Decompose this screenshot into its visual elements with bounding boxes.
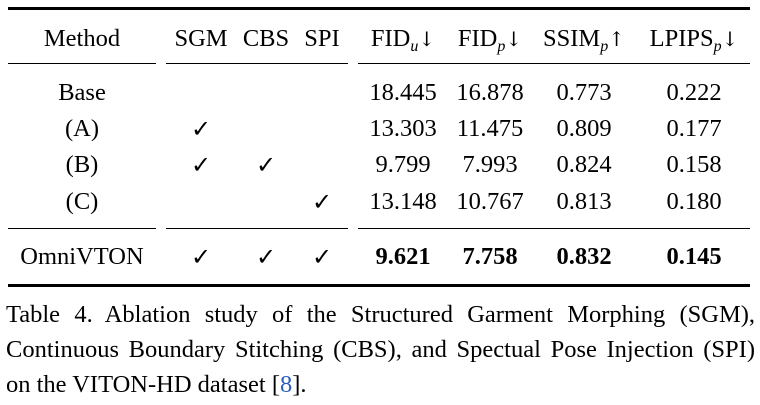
ssim-p-value: 0.809 [556, 115, 612, 142]
header-rule-metrics [358, 63, 750, 65]
method-cell: (B) [65, 151, 99, 178]
cbs-check: ✓ [255, 151, 277, 179]
cbs-check: ✓ [255, 243, 277, 271]
cbs-check [236, 114, 296, 144]
final-rule-modules [166, 228, 348, 230]
final-row: OmniVTON ✓ ✓ ✓ 9.621 7.758 0.832 0.145 [8, 242, 750, 272]
table-row: (C) ✓ 13.148 10.767 0.813 0.180 [8, 187, 750, 217]
fid-u-value: 9.799 [375, 151, 431, 178]
sgm-check: ✓ [190, 151, 212, 179]
fid-p-value: 7.993 [462, 151, 518, 178]
method-cell: OmniVTON [20, 243, 144, 270]
spi-check [298, 114, 346, 144]
fid-u-value: 9.621 [375, 243, 431, 270]
fid-p-value: 11.475 [456, 115, 524, 142]
header-row: Method SGM CBS SPI FIDu↓ FIDp↓ SSIMp↑ LP… [8, 24, 750, 55]
ssim-p-value: 0.824 [556, 151, 612, 178]
lpips-p-value: 0.145 [666, 243, 722, 270]
header-spi: SPI [304, 25, 340, 52]
ssim-p-value: 0.813 [556, 188, 612, 215]
header-method: Method [43, 25, 121, 52]
spi-check [298, 78, 346, 108]
lpips-p-value: 0.177 [666, 115, 722, 142]
final-rule-method [8, 228, 156, 230]
lpips-p-value: 0.158 [666, 151, 722, 178]
fid-u-value: 13.148 [369, 188, 437, 215]
method-cell: (A) [64, 115, 99, 142]
spi-check [298, 150, 346, 180]
header-ssim-p: SSIMp↑ [543, 25, 625, 55]
fid-u-value: 18.445 [369, 79, 437, 106]
header-fid-u: FIDu↓ [370, 25, 436, 55]
spi-check: ✓ [311, 188, 333, 216]
lpips-p-value: 0.180 [666, 188, 722, 215]
fid-p-value: 10.767 [456, 188, 524, 215]
header-sgm: SGM [174, 25, 228, 52]
sgm-check: ✓ [190, 243, 212, 271]
caption-text: Ablation study of the Structured Garment… [6, 301, 756, 398]
table-row: (A) ✓ 13.303 11.475 0.809 0.177 [8, 114, 750, 144]
top-rule [8, 7, 750, 10]
table-caption: Table 4. Ablation study of the Structured… [6, 297, 755, 402]
spi-check: ✓ [311, 243, 333, 271]
cbs-check [236, 78, 296, 108]
sgm-check [171, 187, 231, 217]
header-rule-modules [166, 63, 348, 65]
method-cell: Base [58, 79, 106, 106]
method-cell: (C) [65, 188, 99, 215]
caption-label: Table 4. [6, 301, 93, 328]
cbs-check [236, 187, 296, 217]
sgm-check: ✓ [190, 115, 212, 143]
header-rule-method [8, 63, 156, 65]
header-lpips-p: LPIPSp↓ [649, 25, 739, 55]
lpips-p-value: 0.222 [666, 79, 722, 106]
header-fid-p: FIDp↓ [457, 25, 523, 55]
final-rule-metrics [358, 228, 750, 230]
bottom-rule [8, 284, 750, 287]
caption-text-end: ]. [292, 371, 307, 398]
table-row: Base 18.445 16.878 0.773 0.222 [8, 78, 750, 108]
ssim-p-value: 0.773 [556, 79, 612, 106]
sgm-check [171, 78, 231, 108]
fid-u-value: 13.303 [369, 115, 437, 142]
table-row: (B) ✓ ✓ 9.799 7.993 0.824 0.158 [8, 150, 750, 180]
fid-p-value: 16.878 [456, 79, 524, 106]
citation-link[interactable]: 8 [279, 371, 293, 398]
header-cbs: CBS [242, 25, 290, 52]
ssim-p-value: 0.832 [556, 243, 612, 270]
fid-p-value: 7.758 [462, 243, 518, 270]
